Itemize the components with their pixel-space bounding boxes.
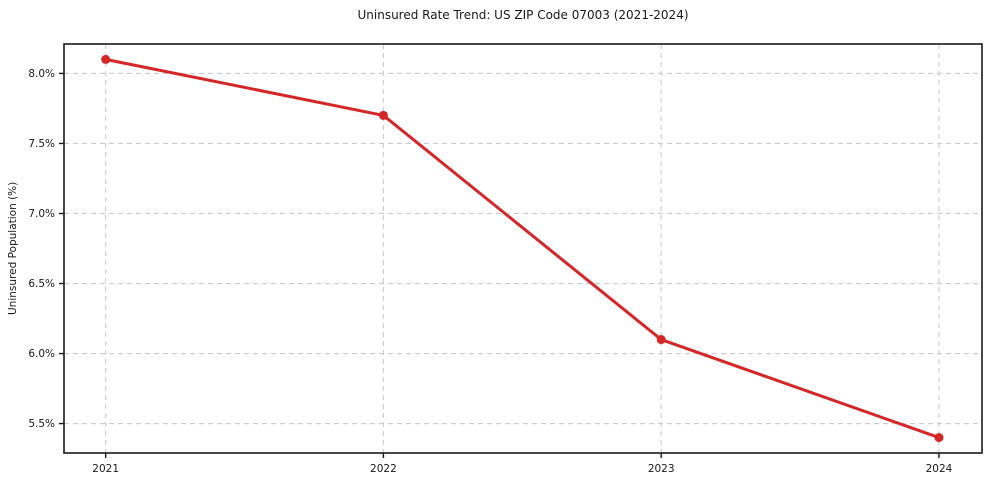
axes-spines: [63, 43, 983, 454]
y-tick-label: 6.0%: [28, 348, 55, 360]
x-tick-label: 2023: [648, 463, 675, 475]
y-tick-label: 8.0%: [28, 68, 55, 80]
y-tick-label: 5.5%: [28, 418, 55, 430]
data-point-marker: [378, 110, 388, 120]
data-point-marker: [101, 54, 111, 64]
x-tick-label: 2024: [926, 463, 953, 475]
trend-line: [104, 57, 941, 440]
y-tick-label: 7.0%: [28, 208, 55, 220]
data-point-marker: [656, 335, 666, 345]
data-point-marker: [934, 433, 944, 443]
x-tick-label: 2022: [370, 463, 397, 475]
y-tick-label: 6.5%: [28, 278, 55, 290]
y-axis-label: Uninsured Population (%): [7, 181, 19, 316]
chart-title: Uninsured Rate Trend: US ZIP Code 07003 …: [357, 8, 689, 22]
y-tick-label: 7.5%: [28, 138, 55, 150]
x-tick-label: 2021: [92, 463, 119, 475]
